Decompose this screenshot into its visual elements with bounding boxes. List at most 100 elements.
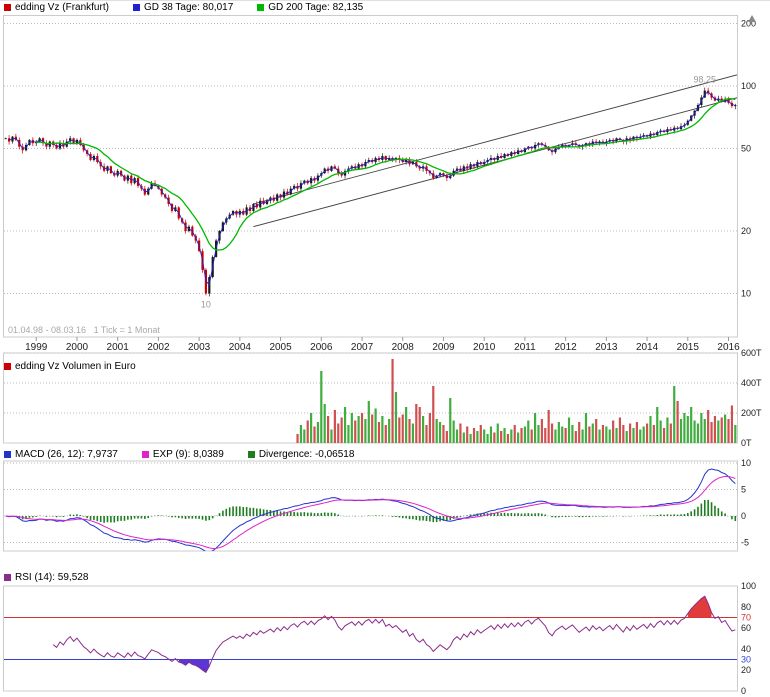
- volume-bar: [421, 416, 425, 443]
- panel-border: [3, 15, 738, 338]
- volume-bar: [347, 425, 350, 443]
- volume-bar: [730, 405, 734, 443]
- x-year-label: 1999: [25, 342, 48, 353]
- macd-swatch-icon: [4, 451, 11, 458]
- axis-tick-label: 0: [741, 686, 746, 696]
- volume-bar: [316, 422, 320, 443]
- panel-border: [3, 585, 738, 692]
- volume-bar: [537, 425, 540, 443]
- axis-tick-label: 400T: [741, 378, 762, 388]
- gd200-item: GD 200 Tage: 82,135: [257, 2, 363, 13]
- macd-item: MACD (26, 12): 7,9737: [4, 449, 118, 460]
- volume-bar: [581, 429, 584, 443]
- volume-bar: [615, 428, 618, 443]
- volume-bar: [425, 425, 428, 443]
- volume-bar: [588, 426, 591, 443]
- x-year-label: 2008: [392, 342, 415, 353]
- macd-plot: [5, 468, 737, 551]
- axis-tick-label: -5: [741, 538, 749, 548]
- volume-bar: [713, 416, 717, 443]
- volume-bar: [703, 419, 706, 443]
- price-plot: [4, 74, 737, 297]
- volume-bar: [418, 407, 421, 443]
- volume-bar: [608, 429, 611, 443]
- macd-exp-item: EXP (9): 8,0389: [141, 449, 224, 460]
- volume-bar: [384, 425, 387, 443]
- x-year-label: 2000: [66, 342, 89, 353]
- volume-bar: [303, 429, 306, 443]
- volume-bar: [350, 413, 353, 443]
- rsi-item: RSI (14): 59,528: [4, 572, 88, 583]
- volume-bar: [306, 420, 309, 443]
- volume-bar: [354, 420, 357, 443]
- macd-line: [5, 468, 736, 551]
- gd200-line: [36, 98, 736, 251]
- volume-bar: [340, 417, 343, 443]
- axis-tick-label: 0T: [741, 438, 752, 448]
- volume-bar: [574, 431, 577, 443]
- volume-bar: [727, 419, 730, 443]
- volume-bar: [578, 422, 581, 443]
- volume-bar: [547, 410, 550, 443]
- price-series-swatch-icon: [4, 4, 11, 11]
- volume-bar: [612, 420, 615, 443]
- volume-bar: [469, 434, 472, 443]
- volume-bar: [401, 414, 404, 443]
- rsi-label: RSI (14): 59,528: [15, 572, 89, 583]
- volume-bar: [313, 426, 316, 443]
- volume-bar: [520, 428, 523, 443]
- volume-bar: [557, 422, 560, 443]
- volume-bar: [459, 423, 462, 443]
- volume-bar: [710, 422, 713, 443]
- axis-tick-label: 200T: [741, 408, 762, 418]
- volume-series-item: edding Vz Volumen in Euro: [4, 361, 136, 372]
- volume-bar: [377, 422, 381, 443]
- macd-exp-swatch-icon: [141, 451, 149, 458]
- axis-tick-label: 100: [741, 581, 756, 591]
- trendline: [253, 74, 737, 205]
- axis-tick-label: 30: [741, 655, 751, 665]
- axis-tick-label: 5: [741, 485, 746, 495]
- axis-tick-label: 200: [741, 19, 756, 29]
- macd-label: MACD (26, 12): 7,9737: [15, 449, 118, 460]
- volume-bar: [408, 419, 411, 443]
- macd-signal-line: [5, 475, 736, 550]
- volume-bar: [517, 432, 520, 443]
- scroll-up-icon[interactable]: [748, 15, 756, 22]
- volume-bar: [388, 419, 391, 443]
- volume-bar: [476, 431, 479, 443]
- x-year-label: 2011: [514, 342, 536, 353]
- volume-bar: [360, 413, 364, 443]
- axis-tick-label: 0: [741, 511, 746, 521]
- x-year-label: 2004: [229, 342, 252, 353]
- volume-bar: [486, 434, 489, 443]
- volume-bar: [595, 419, 598, 443]
- macd-divergence-swatch-icon: [247, 451, 255, 458]
- volume-bar: [428, 413, 431, 443]
- x-year-label: 2001: [107, 342, 130, 353]
- volume-bar: [415, 404, 418, 443]
- gd38-label: GD 38 Tage: 80,017: [143, 2, 234, 13]
- volume-bar: [724, 414, 727, 443]
- volume-bar: [435, 419, 438, 443]
- volume-bar: [483, 429, 486, 443]
- volume-bar: [462, 432, 465, 443]
- volume-bar: [445, 431, 448, 443]
- volume-bar: [666, 417, 669, 443]
- rsi-line: [52, 595, 736, 674]
- volume-bar: [330, 429, 333, 443]
- axis-tick-label: 80: [741, 602, 751, 612]
- volume-bar: [720, 417, 723, 443]
- price-series-label: edding Vz (Frankfurt): [15, 2, 109, 13]
- x-year-label: 2006: [310, 342, 333, 353]
- volume-bar: [333, 410, 336, 443]
- volume-bar: [625, 431, 628, 443]
- volume-bar: [584, 413, 588, 443]
- gd38-line: [8, 91, 736, 286]
- volume-bar: [510, 429, 513, 443]
- x-year-label: 2003: [188, 342, 211, 353]
- x-year-label: 2010: [473, 342, 496, 353]
- volume-bar: [527, 420, 530, 443]
- volume-bar: [452, 420, 455, 443]
